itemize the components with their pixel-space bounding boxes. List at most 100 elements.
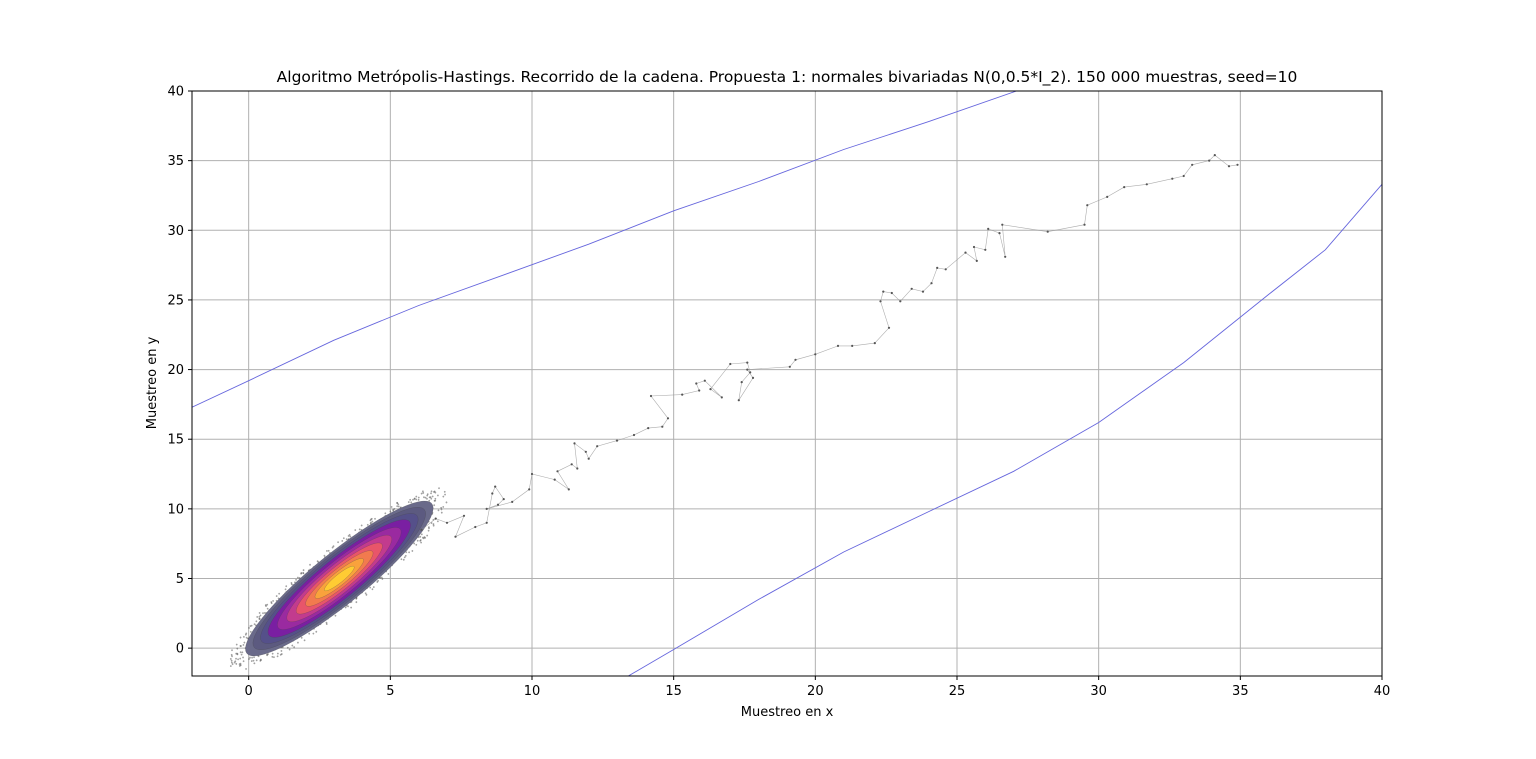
chain-point — [851, 344, 854, 347]
sample-dot — [245, 636, 248, 639]
plot-layer — [192, 91, 1382, 676]
sample-dot — [403, 556, 406, 559]
sample-dot — [230, 661, 233, 664]
sample-dot — [249, 630, 252, 633]
sample-dot — [396, 502, 399, 505]
chain-point — [698, 389, 701, 392]
sample-dot — [396, 505, 399, 508]
sample-dot — [235, 662, 238, 665]
x-tick-label: 5 — [386, 684, 394, 699]
chain-point — [647, 427, 650, 430]
sample-dot — [231, 655, 233, 658]
chain-point — [474, 525, 477, 529]
chain-path-line — [421, 154, 1238, 538]
sample-dot — [412, 498, 414, 501]
chain-point — [485, 507, 488, 510]
sample-dot — [369, 586, 372, 589]
sample-dot — [422, 492, 425, 494]
chain-point — [695, 382, 698, 385]
chain-point — [584, 450, 587, 453]
sample-dot — [390, 506, 393, 508]
sample-dot — [355, 597, 358, 600]
sample-dot — [271, 655, 274, 658]
sample-dot — [384, 512, 387, 515]
sample-dot — [417, 496, 420, 499]
sample-dot — [337, 541, 339, 544]
sample-dot — [434, 491, 437, 494]
sample-dot — [302, 569, 305, 572]
sample-dot — [239, 657, 242, 660]
sample-dot — [372, 586, 375, 589]
sample-dot — [331, 546, 334, 549]
sample-dot — [236, 652, 239, 655]
sample-dot — [253, 623, 256, 626]
chain-point — [496, 503, 500, 506]
chain-point — [737, 399, 740, 402]
chain-point — [1123, 186, 1126, 189]
sample-dot — [419, 535, 422, 538]
sample-dot — [347, 535, 350, 537]
chain-point — [1004, 255, 1007, 258]
sample-dot — [238, 663, 241, 666]
sample-dot — [258, 617, 261, 620]
sample-dot — [303, 639, 306, 642]
sample-dot — [231, 663, 234, 666]
sample-dot — [358, 528, 361, 531]
chain-point — [485, 521, 488, 524]
sample-dot — [389, 510, 392, 513]
sample-dot — [300, 636, 303, 639]
sample-dot — [430, 490, 433, 493]
boundary-upper-curve — [192, 91, 1017, 408]
sample-dot — [248, 658, 250, 660]
sample-dot — [371, 588, 374, 591]
chain-point — [879, 300, 882, 303]
x-tick-label: 30 — [1090, 684, 1107, 699]
sample-dot — [419, 539, 422, 542]
sample-dot — [323, 554, 326, 557]
chain-point — [720, 396, 723, 399]
sample-dot — [437, 509, 440, 512]
sample-dot — [308, 632, 311, 635]
sample-dot — [332, 545, 335, 548]
sample-dot — [430, 497, 433, 500]
sample-dot — [272, 600, 274, 602]
sample-dot — [290, 582, 293, 584]
chain-point — [1191, 163, 1194, 166]
x-tick-label: 35 — [1232, 684, 1249, 699]
sample-dot — [413, 498, 416, 500]
sample-dot — [273, 656, 275, 659]
y-tick-label: 25 — [167, 293, 184, 308]
sample-dot — [355, 601, 358, 604]
sample-dot — [250, 660, 253, 662]
sample-dot — [258, 612, 261, 614]
sample-dot — [392, 509, 395, 512]
sample-dot — [312, 632, 315, 635]
sample-dot — [370, 517, 373, 520]
sample-dot — [256, 616, 259, 618]
sample-dot — [253, 662, 256, 665]
sample-dot — [410, 501, 413, 504]
sample-dot — [436, 520, 439, 523]
sample-dot — [433, 504, 436, 507]
chain-point — [740, 381, 743, 384]
sample-dot — [263, 612, 266, 614]
chain-point — [788, 365, 791, 368]
chain-point — [930, 282, 933, 285]
sample-dot — [415, 498, 418, 501]
sample-dot — [420, 492, 423, 495]
chain-point — [570, 463, 573, 466]
density-cloud — [229, 487, 448, 670]
sample-dot — [316, 560, 319, 563]
sample-dot — [249, 625, 252, 627]
sample-dot — [443, 490, 446, 493]
sample-dot — [239, 636, 242, 639]
sample-dot — [279, 653, 282, 656]
chain-point — [998, 232, 1001, 235]
plot-frame — [191, 90, 1383, 677]
sample-dot — [252, 659, 255, 662]
chain-point — [882, 290, 885, 293]
sample-dot — [428, 527, 430, 530]
sample-dot — [381, 578, 384, 580]
sample-dot — [288, 648, 291, 651]
